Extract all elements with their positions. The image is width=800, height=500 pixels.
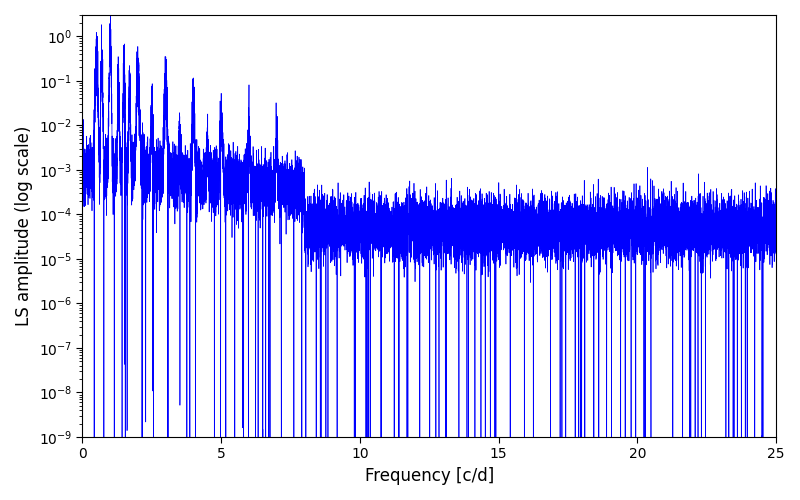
X-axis label: Frequency [c/d]: Frequency [c/d] <box>365 467 494 485</box>
Y-axis label: LS amplitude (log scale): LS amplitude (log scale) <box>15 126 33 326</box>
